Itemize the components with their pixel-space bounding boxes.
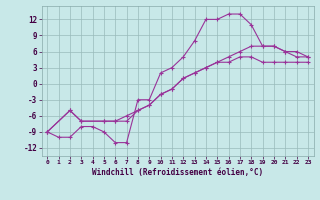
X-axis label: Windchill (Refroidissement éolien,°C): Windchill (Refroidissement éolien,°C) [92,168,263,177]
